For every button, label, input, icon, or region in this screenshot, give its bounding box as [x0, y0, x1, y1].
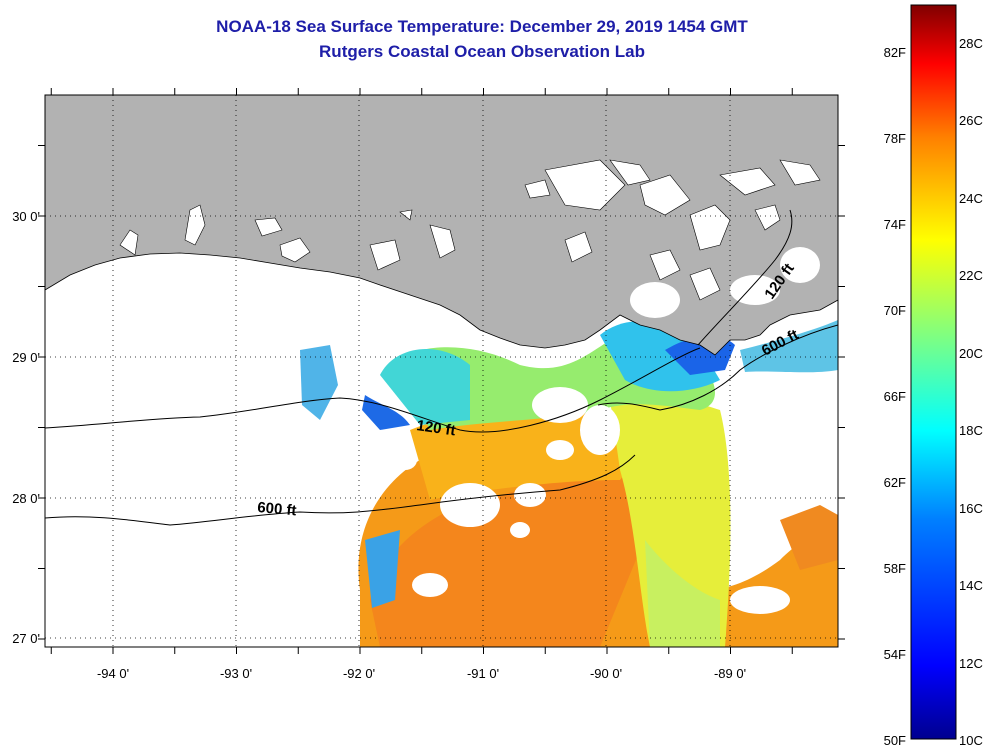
colorbar-c-label: 20C — [959, 346, 983, 361]
lon-label: -92 0' — [343, 666, 375, 681]
graticule — [45, 95, 838, 647]
colorbar-c-label: 14C — [959, 578, 983, 593]
colorbar-c-label: 28C — [959, 36, 983, 51]
colorbar-c-label: 12C — [959, 656, 983, 671]
colorbar-f-label: 78F — [884, 131, 906, 146]
lon-label: -89 0' — [714, 666, 746, 681]
latitude-labels: 30 0' 29 0' 28 0' 27 0' — [12, 209, 40, 646]
sst-data-layer — [300, 185, 838, 647]
colorbar-c-label: 16C — [959, 501, 983, 516]
colorbar-f-label: 54F — [884, 647, 906, 662]
cloud-gaps — [393, 380, 790, 614]
lat-label: 29 0' — [12, 350, 40, 365]
lat-label: 30 0' — [12, 209, 40, 224]
axis-ticks — [38, 88, 845, 654]
bathymetry-contours — [45, 209, 838, 526]
colorbar-f-label: 58F — [884, 561, 906, 576]
colorbar-f-label: 74F — [884, 217, 906, 232]
contour-label-600ft-west: 600 ft — [257, 499, 298, 519]
lon-label: -93 0' — [220, 666, 252, 681]
colorbar-c-label: 18C — [959, 423, 983, 438]
colorbar — [910, 4, 957, 740]
contour-label-120ft-west: 120 ft — [415, 417, 456, 439]
inland-lakes — [119, 159, 821, 301]
colorbar-f-label: 50F — [884, 733, 906, 748]
lat-label: 28 0' — [12, 491, 40, 506]
colorbar-c-label: 22C — [959, 268, 983, 283]
lon-label: -90 0' — [590, 666, 622, 681]
longitude-labels: -94 0' -93 0' -92 0' -91 0' -90 0' -89 0… — [97, 666, 746, 681]
lat-label: 27 0' — [12, 631, 40, 646]
lon-label: -94 0' — [97, 666, 129, 681]
colorbar-celsius-labels: 28C 26C 24C 22C 20C 18C 16C 14C 12C 10C — [959, 36, 983, 748]
colorbar-c-label: 26C — [959, 113, 983, 128]
map-subtitle: Rutgers Coastal Ocean Observation Lab — [319, 42, 645, 61]
colorbar-fahrenheit-labels: 82F 78F 74F 70F 66F 62F 58F 54F 50F — [884, 45, 906, 748]
map-frame — [44, 94, 839, 648]
delta-clouds — [630, 247, 820, 318]
lon-label: -91 0' — [467, 666, 499, 681]
colorbar-c-label: 10C — [959, 733, 983, 748]
colorbar-f-label: 62F — [884, 475, 906, 490]
colorbar-c-label: 24C — [959, 191, 983, 206]
colorbar-f-label: 66F — [884, 389, 906, 404]
colorbar-f-label: 82F — [884, 45, 906, 60]
map-title: NOAA-18 Sea Surface Temperature: Decembe… — [216, 17, 748, 36]
colorbar-f-label: 70F — [884, 303, 906, 318]
